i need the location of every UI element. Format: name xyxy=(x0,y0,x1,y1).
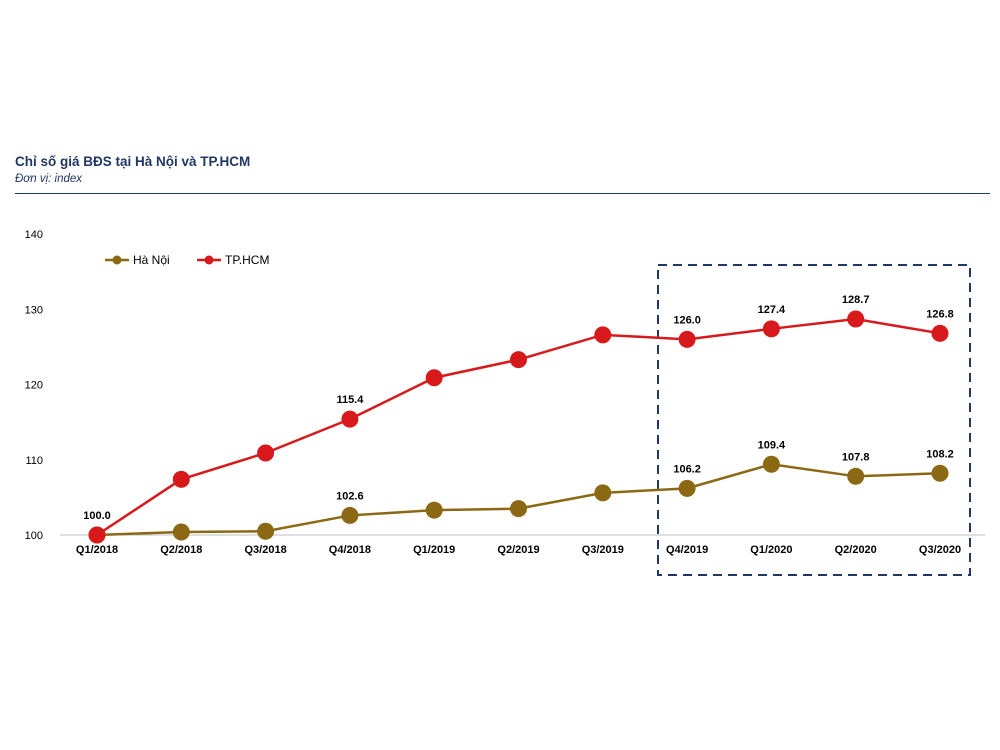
data-point xyxy=(341,410,359,428)
data-point xyxy=(847,310,865,328)
series-points xyxy=(88,310,949,544)
y-tick-label: 140 xyxy=(25,229,43,241)
highlight-box xyxy=(657,264,971,576)
x-tick-label: Q1/2018 xyxy=(76,544,118,556)
data-point xyxy=(762,455,780,473)
data-point xyxy=(847,467,865,485)
data-point xyxy=(172,470,190,488)
x-tick-label: Q3/2018 xyxy=(244,544,286,556)
y-tick-label: 100 xyxy=(25,530,43,542)
data-label: 100.0 xyxy=(83,510,111,522)
data-label: 128.7 xyxy=(842,294,870,306)
x-tick-label: Q2/2018 xyxy=(160,544,202,556)
data-point xyxy=(341,506,359,524)
x-tick-label: Q4/2018 xyxy=(329,544,371,556)
data-point xyxy=(88,526,106,544)
data-point xyxy=(257,522,275,540)
x-tick-label: Q1/2019 xyxy=(413,544,455,556)
legend: Hà Nội TP.HCM xyxy=(105,253,269,267)
x-tick-label: Q2/2019 xyxy=(497,544,539,556)
chart-subtitle: Đơn vị: index xyxy=(15,173,83,185)
data-point xyxy=(172,523,190,541)
legend-label: Hà Nội xyxy=(133,253,170,267)
data-point xyxy=(257,444,275,462)
data-point xyxy=(594,484,612,502)
data-label: 106.2 xyxy=(673,463,701,475)
data-point xyxy=(931,464,949,482)
data-point xyxy=(594,326,612,344)
data-label: 126.8 xyxy=(926,308,954,320)
legend-marker xyxy=(112,255,122,265)
data-point xyxy=(510,500,527,518)
y-tick-label: 130 xyxy=(25,304,43,316)
data-point xyxy=(931,324,949,342)
data-label: 107.8 xyxy=(842,451,870,463)
data-point xyxy=(678,330,696,348)
y-tick-label: 110 xyxy=(25,455,43,467)
data-point xyxy=(425,501,443,519)
data-label: 126.0 xyxy=(673,314,701,326)
data-point xyxy=(425,369,443,387)
x-tick-label: Q3/2019 xyxy=(582,544,624,556)
x-tick-label: Q2/2020 xyxy=(835,544,877,556)
data-labels: 102.6 106.2 109.4 107.8 108.2 100.0 115.4 126.0… xyxy=(83,294,954,522)
data-label: 109.4 xyxy=(758,439,786,451)
title-divider xyxy=(15,193,990,194)
series-line-1 xyxy=(96,462,941,537)
chart-title: Chỉ số giá BĐS tại Hà Nội và TP.HCM xyxy=(15,154,251,169)
x-tick-label: Q3/2020 xyxy=(919,544,961,556)
legend-marker xyxy=(204,255,214,265)
highlight-box-group xyxy=(657,264,971,576)
data-label: 127.4 xyxy=(758,304,786,316)
y-tick-label: 120 xyxy=(25,380,43,392)
data-point xyxy=(762,320,780,338)
data-point xyxy=(678,479,696,497)
data-point xyxy=(510,351,527,369)
data-label: 108.2 xyxy=(926,448,954,460)
x-tick-label: Q1/2020 xyxy=(750,544,792,556)
data-label: 102.6 xyxy=(336,490,364,502)
x-tick-label: Q4/2019 xyxy=(666,544,708,556)
data-label: 115.4 xyxy=(336,394,364,406)
legend-label: TP.HCM xyxy=(225,253,269,267)
axes: 100 110 120 130 140 Q1/2018 Q2/2018 Q3/2018 Q4/2… xyxy=(25,229,985,556)
